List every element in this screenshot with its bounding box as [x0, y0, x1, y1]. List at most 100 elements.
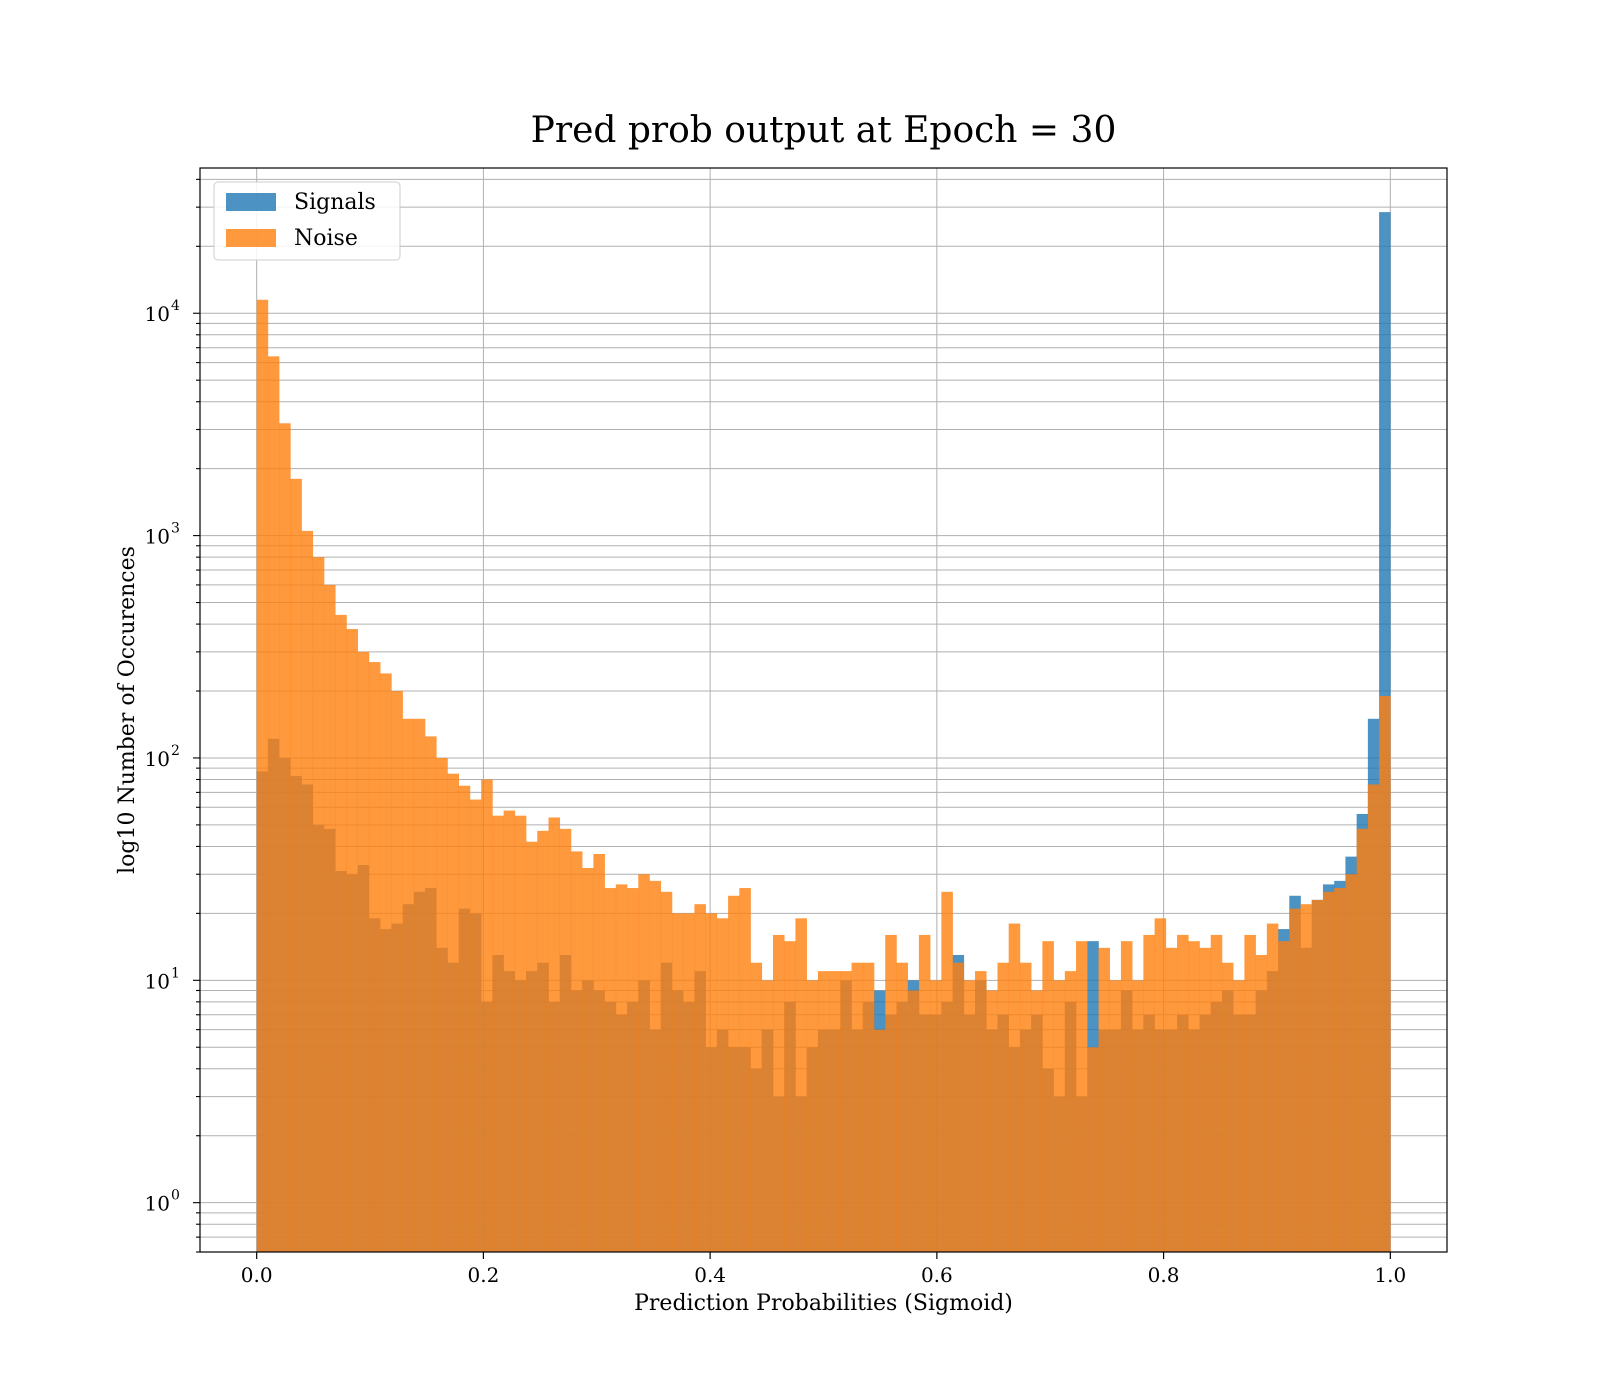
noise-bar [537, 830, 549, 1252]
y-tick-exponent: 3 [171, 521, 180, 537]
plot-frame [199, 167, 1448, 1253]
noise-bar [481, 779, 493, 1252]
noise-bar [391, 691, 403, 1252]
noise-bar [380, 673, 392, 1252]
noise-bar [952, 962, 965, 1252]
noise-bar [346, 629, 358, 1252]
y-tick-exponent: 2 [171, 743, 180, 759]
noise-bar [290, 478, 302, 1253]
bars-layer [256, 212, 1391, 1253]
y-tick-label: 10 [145, 747, 170, 771]
series-noise-bars [256, 299, 1391, 1253]
noise-bar [840, 971, 852, 1252]
noise-bar [975, 971, 987, 1252]
noise-bar [930, 980, 942, 1252]
noise-bar [1064, 971, 1077, 1252]
noise-bar [694, 904, 706, 1252]
noise-bar [514, 815, 527, 1252]
noise-bar [1109, 980, 1122, 1252]
noise-bar [941, 891, 953, 1252]
noise-bar [1367, 784, 1380, 1252]
noise-bar [256, 299, 269, 1253]
noise-bar [1087, 1047, 1099, 1252]
noise-bar [425, 736, 437, 1252]
noise-bar [817, 971, 830, 1252]
noise-bar [683, 913, 695, 1252]
noise-bar [671, 913, 684, 1252]
y-tick-exponent: 4 [171, 298, 180, 314]
x-tick-label: 0.6 [921, 1263, 953, 1287]
y-tick-label: 10 [145, 302, 170, 326]
noise-bar [526, 841, 538, 1252]
noise-bar [1210, 934, 1223, 1252]
noise-bar [1255, 954, 1268, 1252]
noise-bar [570, 851, 583, 1252]
noise-bar [806, 980, 819, 1252]
x-tick-label: 1.0 [1374, 1263, 1406, 1287]
noise-bar [335, 614, 347, 1252]
noise-bar [1311, 899, 1324, 1252]
noise-bar [1266, 923, 1279, 1252]
legend-label-noise: Noise [294, 226, 358, 251]
noise-bar [1334, 888, 1346, 1252]
noise-bar [301, 530, 314, 1252]
noise-bar [1042, 941, 1054, 1252]
noise-bar [772, 934, 785, 1252]
noise-bar [447, 773, 460, 1252]
noise-bar [1379, 695, 1391, 1252]
noise-bar [851, 962, 864, 1252]
y-axis-label: log10 Number of Occurences [115, 546, 140, 874]
noise-bar [761, 980, 774, 1252]
noise-bar [1300, 904, 1313, 1252]
noise-bar [986, 990, 998, 1252]
noise-bar [402, 718, 415, 1252]
noise-bar [907, 990, 920, 1252]
noise-bar [357, 651, 370, 1252]
noise-bar [469, 799, 482, 1252]
y-tick-label: 10 [145, 1192, 170, 1216]
noise-bar [918, 934, 931, 1252]
noise-bar [1154, 918, 1167, 1252]
noise-bar [1221, 962, 1234, 1252]
noise-bar [750, 962, 763, 1252]
noise-bar [615, 884, 628, 1252]
noise-bar [1322, 891, 1335, 1252]
noise-bar [1188, 941, 1200, 1252]
noise-bar [582, 867, 594, 1252]
noise-bar [1289, 908, 1301, 1252]
noise-bar [1098, 947, 1111, 1252]
noise-bar [1177, 934, 1189, 1252]
noise-bar [1199, 947, 1212, 1252]
x-tick-label: 0.8 [1148, 1263, 1180, 1287]
x-axis-label: Prediction Probabilities (Sigmoid) [634, 1291, 1013, 1316]
noise-bar [627, 888, 639, 1252]
noise-bar [492, 815, 504, 1252]
noise-bar [368, 662, 381, 1252]
noise-bar [1053, 980, 1066, 1252]
noise-bar [436, 757, 448, 1252]
noise-bar [795, 918, 807, 1252]
noise-bar [862, 962, 875, 1252]
y-tick-exponent: 0 [171, 1188, 180, 1204]
noise-bar [728, 895, 740, 1252]
noise-bar [1120, 941, 1133, 1252]
noise-bar [716, 918, 729, 1252]
noise-bar [784, 941, 796, 1252]
noise-bar [1132, 980, 1144, 1252]
noise-bar [829, 971, 841, 1252]
noise-bar [660, 891, 673, 1252]
noise-bar [1076, 941, 1088, 1252]
noise-bar [503, 810, 516, 1252]
noise-bar [324, 584, 336, 1252]
legend: Signals Noise [213, 181, 401, 261]
noise-bar [705, 913, 718, 1252]
noise-bar [649, 880, 662, 1252]
x-tick-label: 0.2 [468, 1263, 500, 1287]
noise-bar [1165, 947, 1178, 1252]
noise-bar [458, 785, 471, 1252]
noise-bar [997, 962, 1009, 1252]
noise-bar [896, 962, 908, 1252]
